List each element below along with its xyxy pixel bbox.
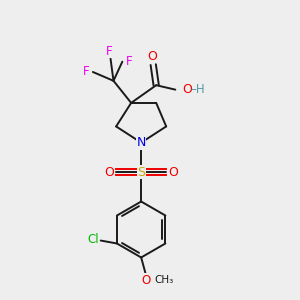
Text: F: F: [106, 45, 112, 58]
Text: CH₃: CH₃: [154, 275, 174, 285]
Text: S: S: [137, 166, 145, 178]
Text: O: O: [169, 166, 178, 178]
Text: –H: –H: [190, 83, 205, 96]
Text: Cl: Cl: [87, 233, 99, 247]
Text: O: O: [147, 50, 157, 63]
Text: N: N: [136, 136, 146, 149]
Text: O: O: [104, 166, 114, 178]
Text: O: O: [142, 274, 151, 287]
Text: F: F: [83, 65, 90, 79]
Text: F: F: [125, 55, 132, 68]
Text: O: O: [182, 83, 192, 96]
